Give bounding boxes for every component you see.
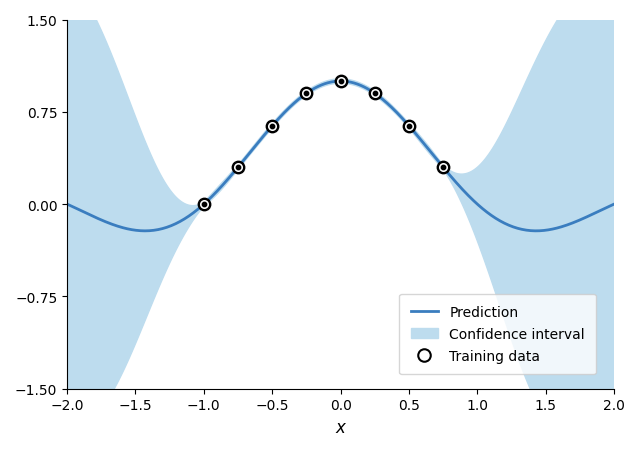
Point [335,78,346,85]
Point [267,123,277,130]
Point [198,201,209,208]
Point [438,164,448,171]
Prediction [362,86,369,91]
Point [233,164,243,171]
Prediction [610,202,618,207]
Point [301,91,312,98]
Point [404,123,414,130]
Point [370,91,380,98]
Point [438,164,448,171]
Line: Prediction: Prediction [67,82,614,231]
Prediction [391,109,399,114]
Point [233,164,243,171]
Prediction [514,226,522,231]
Point [404,123,414,130]
Point [301,91,312,98]
X-axis label: x: x [335,418,346,436]
Point [267,123,277,130]
Point [233,164,243,171]
Point [370,91,380,98]
Legend: Prediction, Confidence interval, Training data: Prediction, Confidence interval, Trainin… [399,294,596,375]
Point [198,201,209,208]
Point [404,123,414,130]
Point [198,201,209,208]
Prediction [63,202,71,207]
Point [370,91,380,98]
Prediction [141,229,148,234]
Point [335,78,346,85]
Prediction [328,80,335,86]
Point [301,91,312,98]
Prediction [599,207,607,212]
Point [438,164,448,171]
Prediction [324,81,332,86]
Point [267,123,277,130]
Point [335,78,346,85]
Prediction [336,79,344,85]
